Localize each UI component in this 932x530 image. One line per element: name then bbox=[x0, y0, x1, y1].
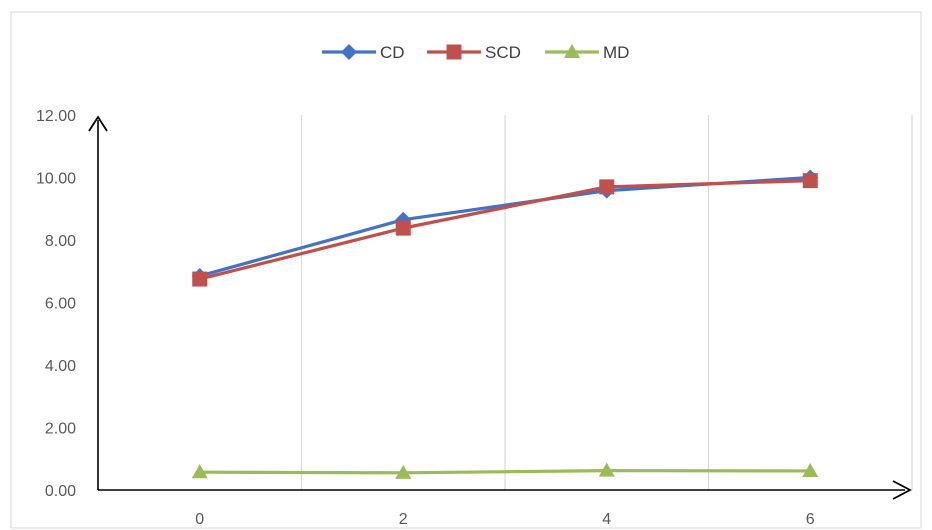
y-tick-label: 10.00 bbox=[36, 171, 76, 188]
y-tick-label: 6.00 bbox=[45, 296, 76, 313]
data-point bbox=[598, 462, 615, 477]
data-point bbox=[192, 271, 208, 287]
data-point bbox=[599, 179, 615, 195]
legend-item-scd: SCD bbox=[427, 43, 521, 62]
x-tick-label: 2 bbox=[399, 511, 408, 528]
chart-border bbox=[10, 11, 922, 529]
data-point bbox=[395, 464, 412, 479]
y-tick-labels: 0.00 2.00 4.00 6.00 8.00 10.00 12.00 bbox=[36, 108, 76, 500]
x-axis-arrow bbox=[892, 480, 912, 500]
x-tick-labels: 0 2 4 6 bbox=[195, 511, 815, 528]
legend-label: SCD bbox=[485, 43, 521, 62]
series-line bbox=[199, 469, 811, 475]
legend: CD SCD MD bbox=[322, 43, 629, 62]
legend-marker bbox=[564, 44, 580, 58]
legend-marker bbox=[446, 44, 462, 60]
x-tick-label: 6 bbox=[806, 511, 815, 528]
y-tick-label: 12.00 bbox=[36, 108, 76, 125]
series-md bbox=[191, 462, 819, 479]
data-point bbox=[191, 464, 208, 479]
series-scd bbox=[192, 173, 818, 287]
legend-label: CD bbox=[380, 43, 405, 62]
grid-lines bbox=[300, 115, 913, 490]
y-tick-label: 2.00 bbox=[45, 421, 76, 438]
legend-marker bbox=[341, 44, 357, 60]
y-tick-label: 4.00 bbox=[45, 358, 76, 375]
y-tick-label: 8.00 bbox=[45, 233, 76, 250]
legend-item-md: MD bbox=[545, 43, 629, 62]
legend-item-cd: CD bbox=[322, 43, 405, 62]
axes bbox=[88, 115, 912, 500]
data-point bbox=[802, 173, 818, 189]
series-group bbox=[191, 169, 819, 479]
x-tick-label: 0 bbox=[195, 511, 204, 528]
y-tick-label: 0.00 bbox=[45, 483, 76, 500]
data-point bbox=[802, 462, 819, 477]
legend-label: MD bbox=[603, 43, 629, 62]
x-tick-label: 4 bbox=[602, 511, 611, 528]
data-point bbox=[395, 220, 411, 236]
y-axis-arrow bbox=[88, 115, 108, 132]
series-line bbox=[199, 179, 811, 281]
